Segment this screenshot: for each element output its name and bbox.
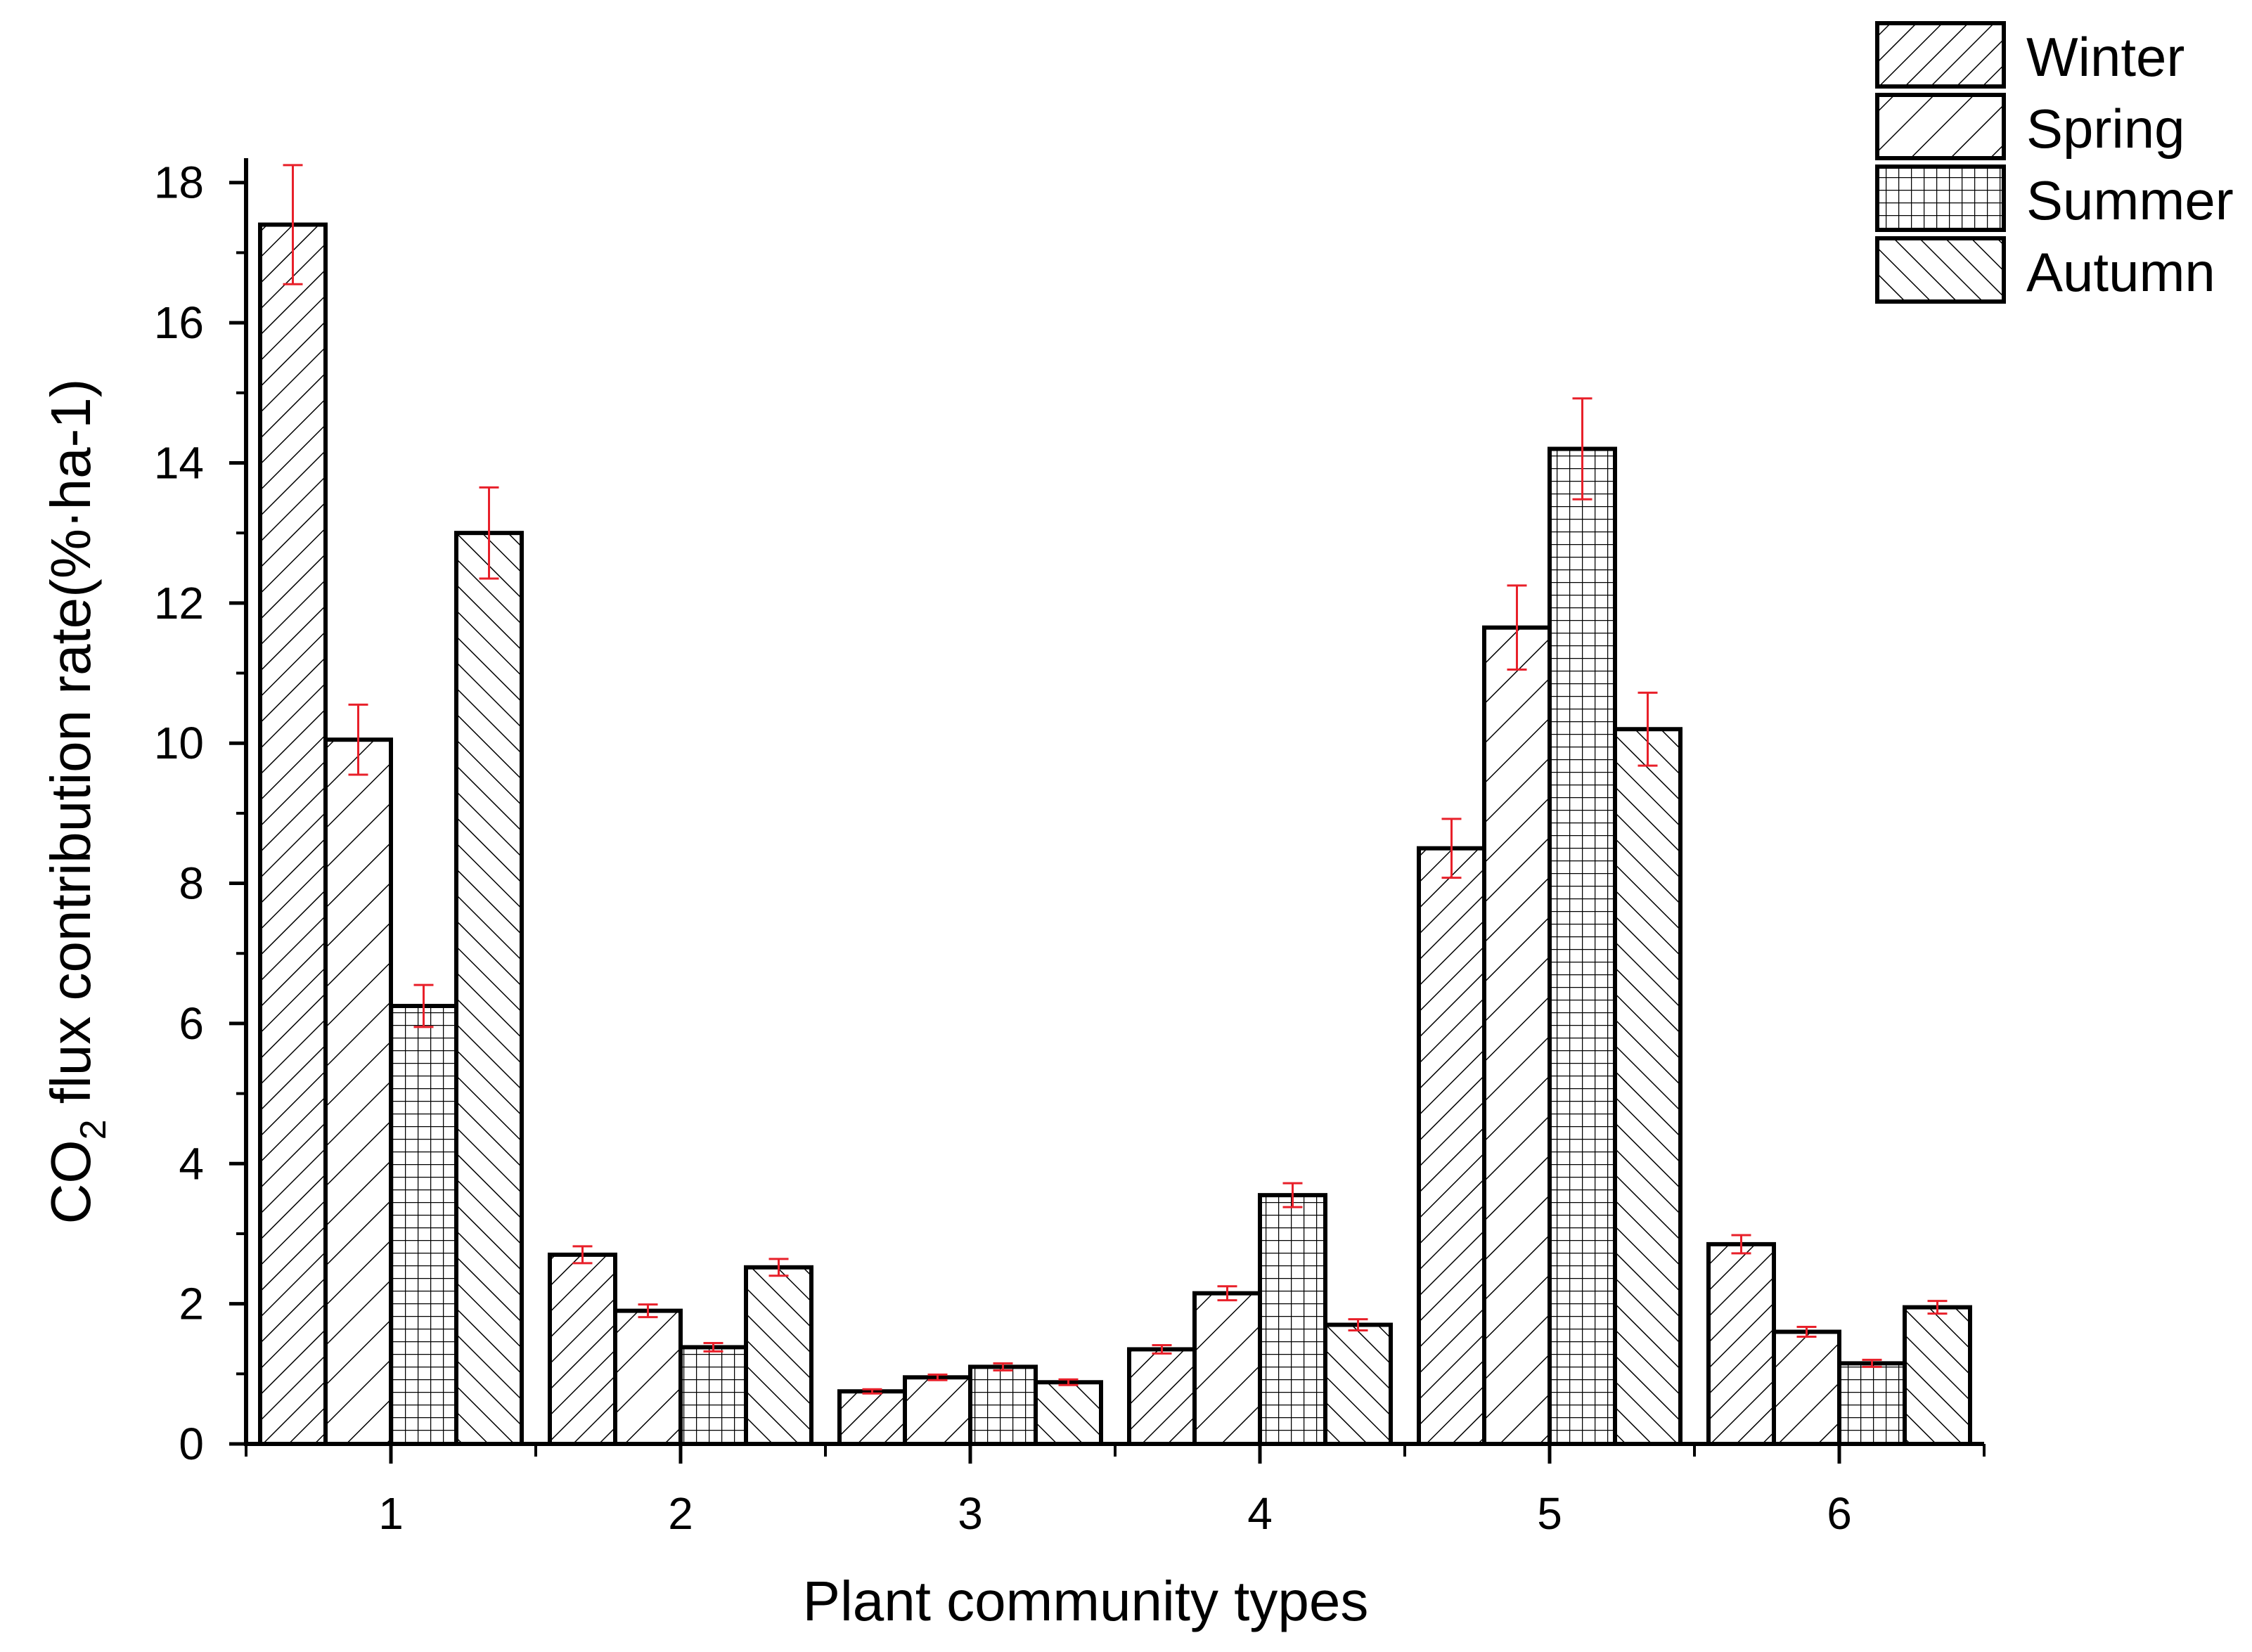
bar-summer-type-2 [678,1345,748,1446]
bar-summer-type-4 [1258,1193,1327,1446]
y-tick-label: 6 [179,998,204,1049]
bar-autumn-type-2 [744,1265,813,1446]
bar-autumn-type-3 [1034,1380,1103,1447]
bar-winter-type-2 [548,1252,617,1446]
legend-label-spring: Spring [2026,98,2185,160]
x-tick-label: 6 [1827,1488,1852,1539]
bar-autumn-type-6 [1903,1305,1972,1446]
legend-swatch-winter [1875,21,2006,89]
y-tick-label: 4 [179,1138,204,1189]
y-tick-label: 18 [154,157,204,208]
bar-summer-type-5 [1548,446,1617,1447]
bars-layer [258,222,1972,1447]
y-tick-label: 8 [179,858,204,909]
bar-autumn-type-4 [1323,1322,1393,1447]
y-axis-title-suffix: flux contribution rate(%·ha-1) [39,379,102,1120]
legend: Winter Spring Summer Autumn [1875,21,2234,304]
bar-spring-type-6 [1772,1329,1841,1446]
bar-winter-type-3 [837,1389,907,1447]
x-tick-label: 4 [1247,1488,1273,1539]
legend-label-autumn: Autumn [2026,241,2215,303]
bar-spring-type-5 [1482,625,1552,1446]
legend-label-winter: Winter [2026,26,2185,88]
y-axis-title-subscript: 2 [73,1119,114,1140]
y-ticks: 0 2 4 6 8 10 12 14 16 18 [154,157,246,1469]
y-axis-title: CO2 flux contribution rate(%·ha-1) [39,379,114,1225]
bar-winter-type-5 [1417,846,1486,1446]
legend-swatch-summer [1875,164,2006,232]
bar-autumn-type-5 [1613,727,1682,1447]
y-tick-label: 14 [154,437,204,488]
y-axis-title-prefix: CO [39,1140,102,1224]
bar-spring-type-3 [903,1375,972,1447]
legend-label-summer: Summer [2026,169,2234,231]
x-tick-label: 5 [1537,1488,1562,1539]
bar-spring-type-4 [1192,1291,1262,1446]
x-ticks: 1 2 3 4 5 6 [245,1444,1986,1539]
y-tick-label: 12 [154,578,204,628]
bar-spring-type-2 [613,1308,683,1446]
legend-swatch-autumn [1875,236,2006,304]
x-axis-title: Plant community types [803,1570,1369,1632]
y-tick-label: 16 [154,297,204,348]
error-bars-layer [283,164,1948,1395]
bar-winter-type-4 [1127,1347,1197,1447]
bar-summer-type-6 [1837,1361,1907,1447]
y-tick-label: 10 [154,718,204,768]
x-tick-label: 2 [668,1488,693,1539]
bar-spring-type-1 [323,737,393,1446]
y-tick-label: 0 [179,1419,204,1469]
bar-summer-type-3 [968,1364,1038,1447]
bar-autumn-type-1 [454,531,524,1446]
bar-winter-type-6 [1706,1241,1776,1446]
legend-swatch-spring [1875,93,2006,160]
bar-summer-type-1 [389,1003,458,1446]
bar-winter-type-1 [258,222,328,1446]
x-tick-label: 1 [378,1488,404,1539]
x-tick-label: 3 [958,1488,983,1539]
y-tick-label: 2 [179,1279,204,1329]
